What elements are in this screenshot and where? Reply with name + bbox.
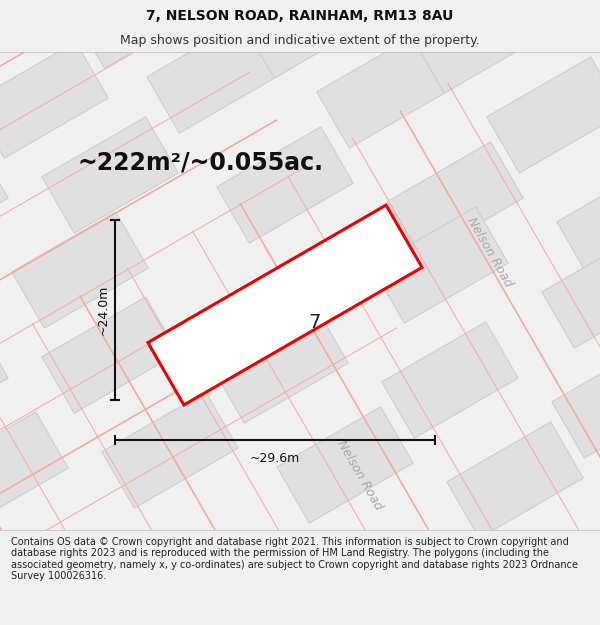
- Polygon shape: [317, 32, 453, 148]
- Polygon shape: [412, 0, 548, 93]
- Text: Nelson Road: Nelson Road: [335, 438, 385, 512]
- Text: ~24.0m: ~24.0m: [97, 285, 110, 335]
- Polygon shape: [148, 205, 422, 405]
- Polygon shape: [102, 392, 238, 508]
- Polygon shape: [0, 0, 38, 88]
- Polygon shape: [217, 127, 353, 243]
- Polygon shape: [542, 232, 600, 348]
- Polygon shape: [382, 322, 518, 438]
- Polygon shape: [0, 322, 8, 438]
- Polygon shape: [72, 0, 208, 68]
- Polygon shape: [147, 17, 283, 133]
- Text: Contains OS data © Crown copyright and database right 2021. This information is : Contains OS data © Crown copyright and d…: [11, 537, 578, 581]
- Text: ~29.6m: ~29.6m: [250, 451, 300, 464]
- Polygon shape: [387, 142, 523, 258]
- Polygon shape: [42, 297, 178, 413]
- Polygon shape: [42, 117, 178, 233]
- Polygon shape: [557, 162, 600, 278]
- Polygon shape: [552, 342, 600, 458]
- Polygon shape: [372, 207, 508, 323]
- Text: ~222m²/~0.055ac.: ~222m²/~0.055ac.: [77, 150, 323, 174]
- Polygon shape: [0, 142, 8, 258]
- Polygon shape: [487, 57, 600, 173]
- Text: 7: 7: [309, 314, 321, 332]
- Polygon shape: [242, 0, 378, 78]
- Text: 7, NELSON ROAD, RAINHAM, RM13 8AU: 7, NELSON ROAD, RAINHAM, RM13 8AU: [146, 9, 454, 22]
- Polygon shape: [12, 212, 148, 328]
- Text: Nelson Road: Nelson Road: [465, 215, 515, 289]
- Polygon shape: [447, 422, 583, 538]
- Polygon shape: [0, 412, 68, 528]
- Polygon shape: [212, 307, 348, 423]
- Polygon shape: [0, 42, 108, 158]
- Polygon shape: [277, 407, 413, 523]
- Text: Map shows position and indicative extent of the property.: Map shows position and indicative extent…: [120, 34, 480, 47]
